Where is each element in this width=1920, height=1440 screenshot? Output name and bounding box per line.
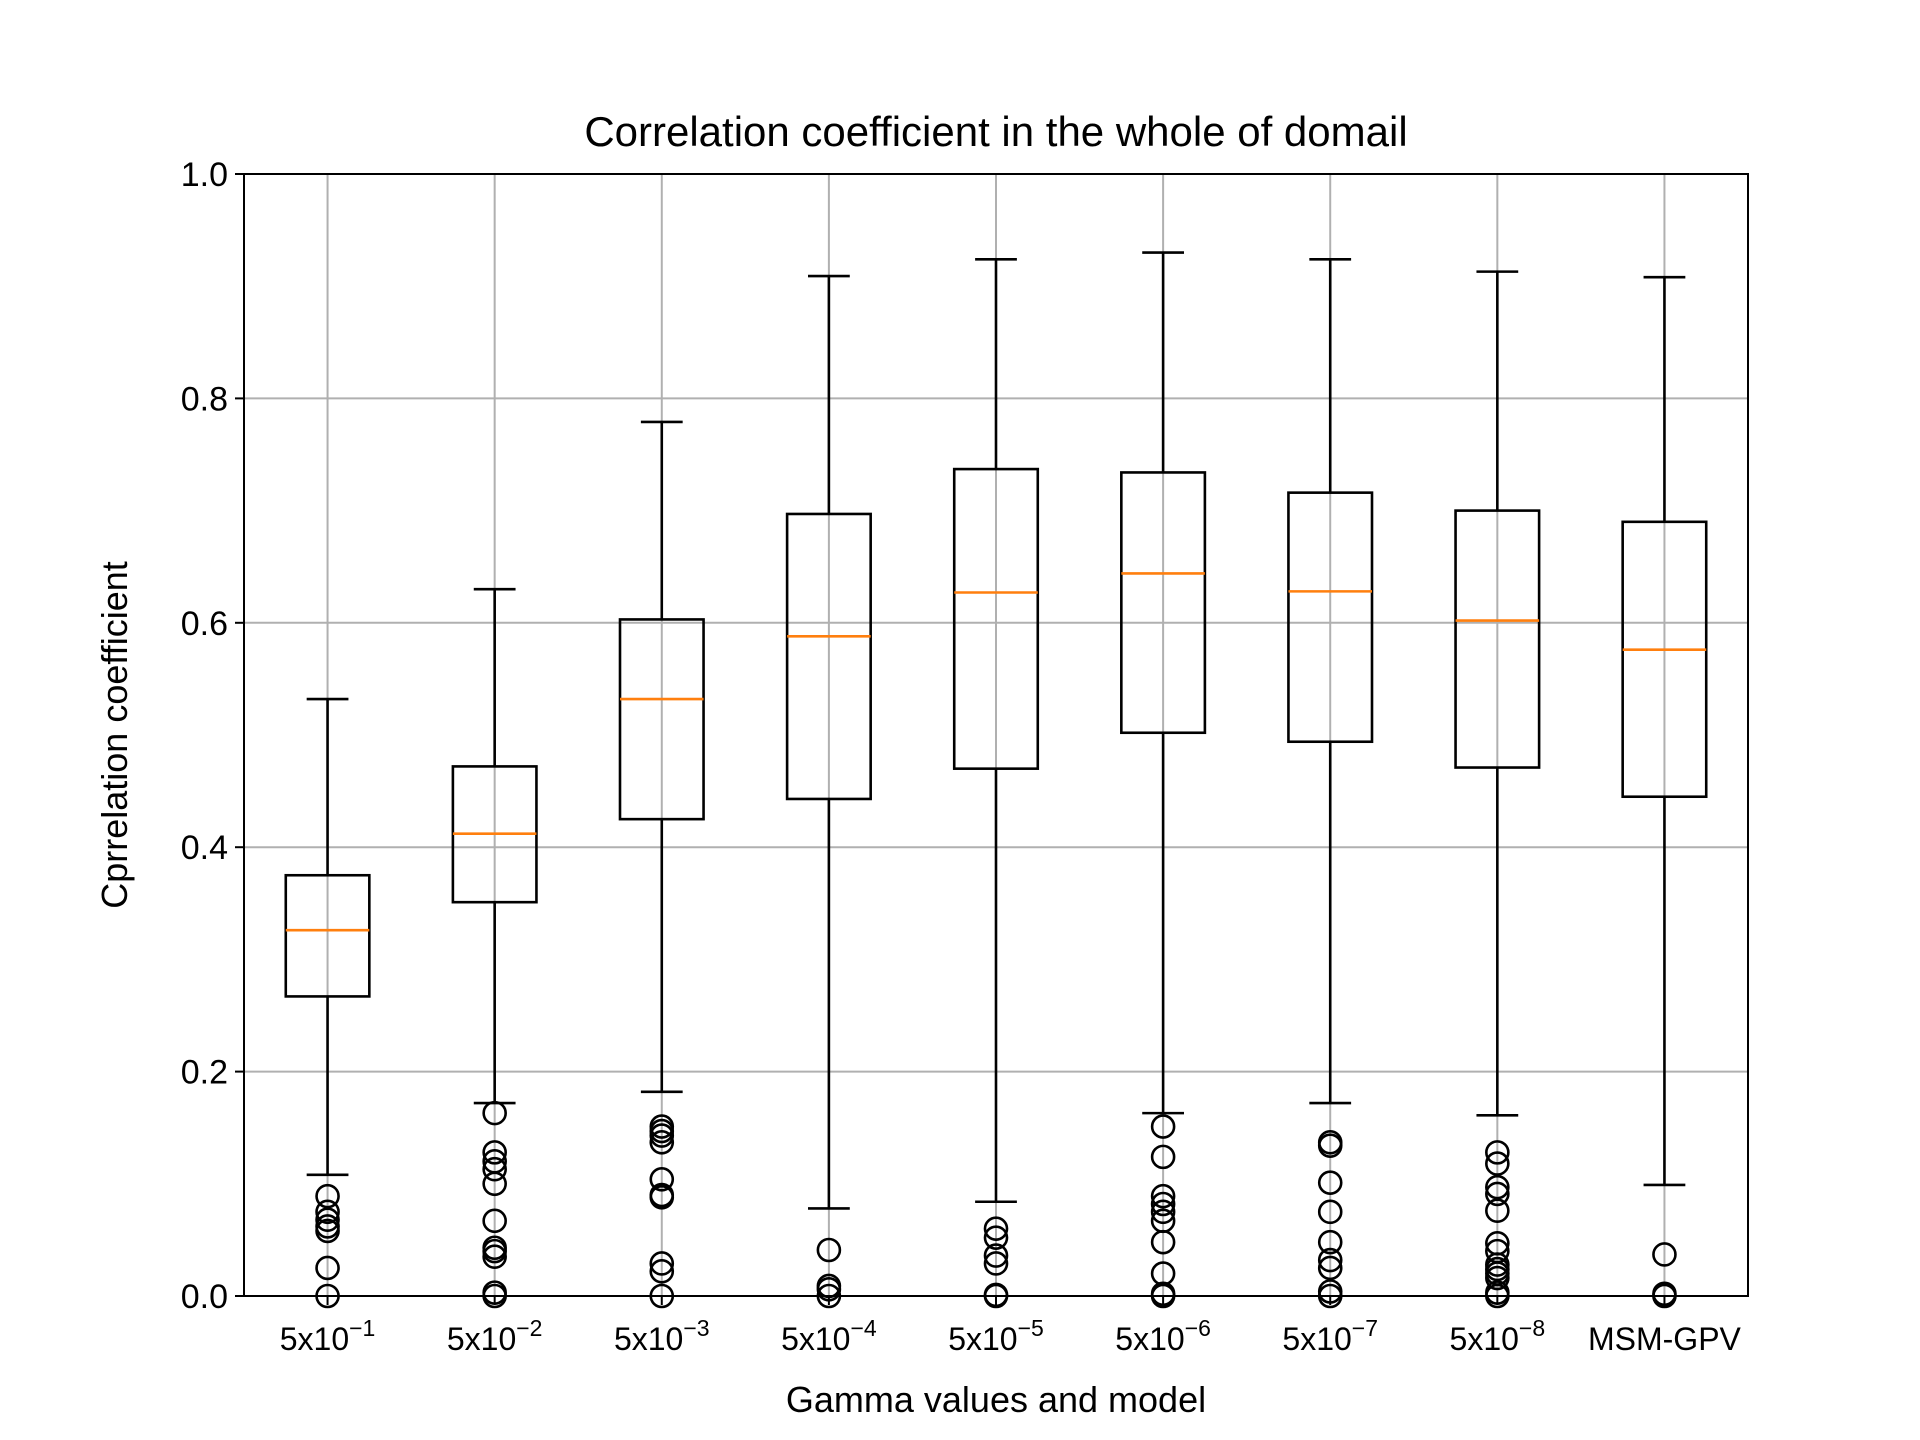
outlier-point bbox=[315, 1207, 340, 1233]
box-group bbox=[952, 257, 1040, 1309]
x-tick-label-exponent: −8 bbox=[1519, 1315, 1545, 1341]
x-tick-label-base: MSM-GPV bbox=[1588, 1321, 1742, 1357]
outlier-point bbox=[482, 1208, 507, 1234]
y-tick-label: 1.0 bbox=[181, 156, 228, 194]
outlier-point bbox=[983, 1243, 1009, 1268]
outlier-point bbox=[1150, 1144, 1176, 1170]
box-group bbox=[785, 274, 872, 1309]
x-tick-label: 5x10−5 bbox=[948, 1315, 1044, 1357]
outlier-point bbox=[816, 1237, 842, 1263]
outlier-point bbox=[983, 1225, 1009, 1250]
outlier-point bbox=[482, 1140, 507, 1165]
outlier-point bbox=[482, 1171, 507, 1197]
y-axis-label: Cprrelation coefficient bbox=[94, 561, 135, 909]
outlier-point bbox=[315, 1183, 340, 1209]
outlier-point bbox=[315, 1255, 340, 1281]
y-tick-label: 0.4 bbox=[181, 829, 228, 867]
box-group bbox=[1287, 257, 1374, 1309]
outlier-point bbox=[1485, 1181, 1510, 1207]
outlier-point bbox=[649, 1123, 675, 1148]
outlier-point bbox=[1150, 1114, 1176, 1139]
box-group bbox=[284, 697, 371, 1309]
x-tick-label: 5x10−6 bbox=[1115, 1315, 1211, 1357]
outlier-point bbox=[1317, 1247, 1343, 1273]
outlier-point bbox=[1150, 1199, 1176, 1225]
outlier-point bbox=[315, 1199, 340, 1225]
x-tick-label-base: 5x10 bbox=[1115, 1321, 1184, 1357]
outlier-point bbox=[983, 1251, 1009, 1276]
y-tick-label: 0.2 bbox=[181, 1054, 228, 1092]
chart-title: Correlation coefficient in the whole of … bbox=[584, 108, 1407, 155]
box-group bbox=[1120, 251, 1207, 1309]
outlier-point bbox=[1317, 1170, 1343, 1195]
outlier-point bbox=[1317, 1133, 1343, 1158]
x-axis-label: Gamma values and model bbox=[786, 1379, 1206, 1420]
x-tick-label: 5x10−4 bbox=[781, 1315, 877, 1357]
outlier-point bbox=[1485, 1198, 1510, 1224]
outlier-point bbox=[1485, 1151, 1510, 1176]
iqr-box bbox=[1120, 471, 1207, 735]
x-tick-label-exponent: −6 bbox=[1185, 1315, 1211, 1341]
x-tick-label-base: 5x10 bbox=[280, 1321, 349, 1357]
outlier-point bbox=[315, 1218, 340, 1244]
y-tick-label: 0.6 bbox=[181, 605, 228, 643]
x-tick-label-exponent: −3 bbox=[683, 1315, 709, 1341]
x-tick-label-base: 5x10 bbox=[948, 1321, 1017, 1357]
outlier-point bbox=[649, 1184, 675, 1210]
x-tick-label-exponent: −5 bbox=[1018, 1315, 1044, 1341]
x-tick-label: 5x10−8 bbox=[1450, 1315, 1546, 1357]
x-tick-label: 5x10−7 bbox=[1282, 1315, 1378, 1357]
x-tick-label-base: 5x10 bbox=[1282, 1321, 1351, 1357]
iqr-box bbox=[1454, 509, 1541, 769]
box-group bbox=[1621, 275, 1708, 1309]
outlier-point bbox=[983, 1216, 1009, 1241]
iqr-box bbox=[785, 512, 872, 801]
x-tick-label-base: 5x10 bbox=[614, 1321, 683, 1357]
x-tick-label-exponent: −4 bbox=[850, 1315, 876, 1341]
boxes-layer bbox=[284, 251, 1708, 1309]
iqr-box bbox=[1621, 520, 1708, 799]
outlier-point bbox=[1485, 1140, 1510, 1165]
outlier-point bbox=[1150, 1191, 1176, 1217]
outlier-point bbox=[482, 1244, 507, 1270]
x-tick-label-base: 5x10 bbox=[447, 1321, 516, 1357]
outlier-point bbox=[649, 1129, 675, 1155]
outlier-point bbox=[482, 1238, 507, 1264]
outlier-point bbox=[1150, 1183, 1176, 1209]
x-tick-label-exponent: −7 bbox=[1352, 1315, 1378, 1341]
outlier-point bbox=[649, 1167, 675, 1192]
x-tick-label: 5x10−3 bbox=[614, 1315, 710, 1357]
iqr-box bbox=[952, 467, 1040, 770]
x-tick-label: 5x10−1 bbox=[280, 1315, 376, 1357]
x-tick-label: MSM-GPV bbox=[1588, 1321, 1742, 1357]
outlier-point bbox=[1485, 1174, 1510, 1200]
outlier-point bbox=[482, 1100, 507, 1126]
x-tick-label-exponent: −1 bbox=[349, 1315, 375, 1341]
outlier-point bbox=[1485, 1265, 1510, 1291]
y-tick-label: 0.0 bbox=[181, 1278, 228, 1316]
outlier-point bbox=[649, 1251, 675, 1276]
y-tick-label: 0.8 bbox=[181, 380, 228, 418]
outlier-point bbox=[482, 1156, 507, 1182]
x-tick-label: 5x10−2 bbox=[447, 1315, 543, 1357]
outlier-point bbox=[1317, 1199, 1343, 1225]
x-tick-label-base: 5x10 bbox=[1450, 1321, 1519, 1357]
outlier-point bbox=[1317, 1255, 1343, 1281]
outlier-point bbox=[649, 1259, 675, 1284]
iqr-box bbox=[1287, 491, 1374, 744]
x-tick-label-exponent: −2 bbox=[516, 1315, 542, 1341]
box-group bbox=[1454, 270, 1541, 1309]
outlier-point bbox=[1317, 1229, 1343, 1255]
outlier-point bbox=[1652, 1242, 1677, 1267]
x-tick-label-base: 5x10 bbox=[781, 1321, 850, 1357]
iqr-box bbox=[618, 618, 705, 821]
iqr-box bbox=[284, 873, 371, 998]
outlier-point bbox=[1150, 1229, 1176, 1255]
